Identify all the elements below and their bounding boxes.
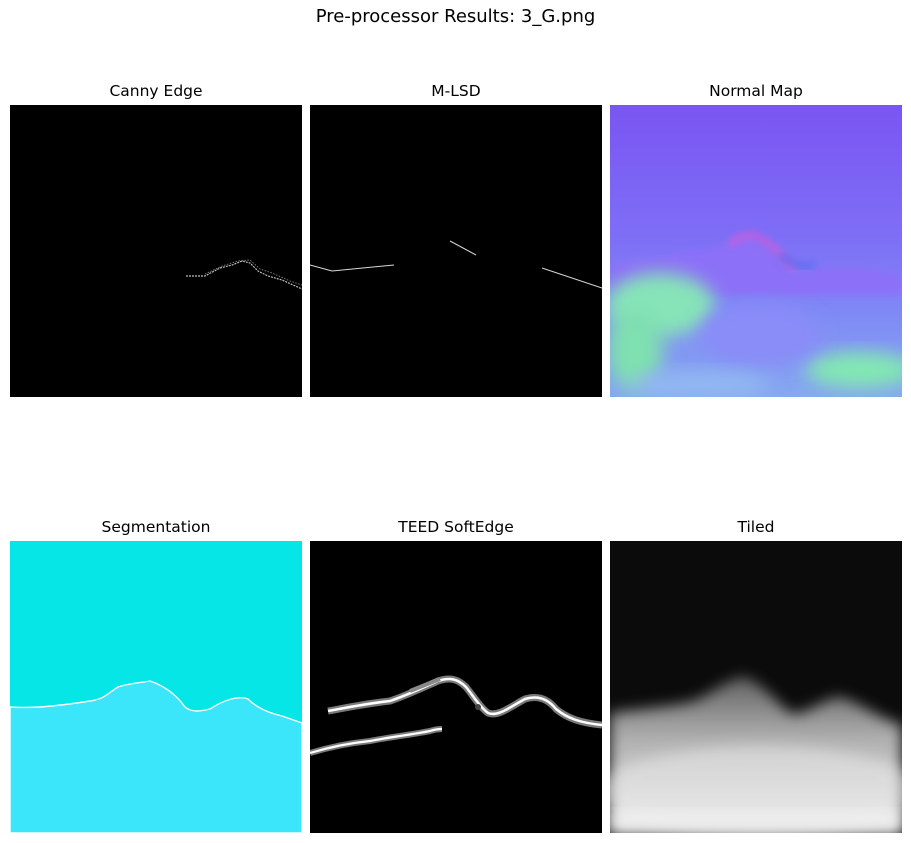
canny-edge-image — [10, 105, 302, 397]
panel-title-segmentation: Segmentation — [101, 518, 211, 536]
panel-title-mlsd: M-LSD — [431, 82, 481, 100]
panel-title-normal: Normal Map — [709, 82, 803, 100]
segmentation-image — [10, 541, 302, 833]
panel-title-teed: TEED SoftEdge — [398, 518, 514, 536]
mlsd-image — [310, 105, 602, 397]
figure-title: Pre-processor Results: 3_G.png — [315, 6, 596, 27]
panel-title-canny: Canny Edge — [109, 82, 203, 100]
tiled-image — [610, 541, 902, 833]
teed-softedge-image — [310, 541, 602, 833]
panel-title-tiled: Tiled — [737, 518, 775, 536]
normal-map-image — [610, 105, 902, 397]
